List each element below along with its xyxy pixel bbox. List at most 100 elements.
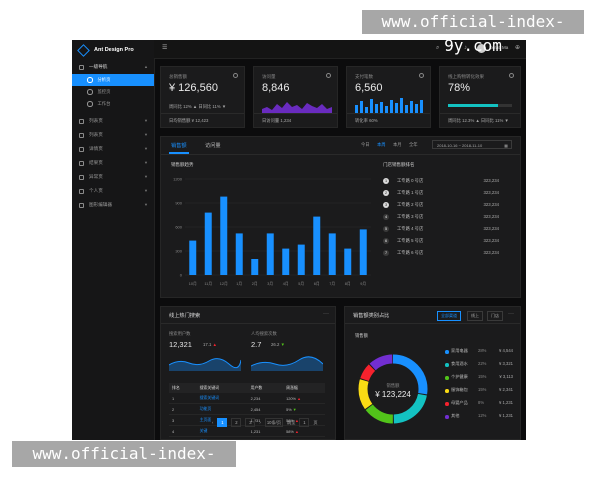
- seg-online[interactable]: 线上: [467, 311, 483, 321]
- range-week[interactable]: 本周: [377, 142, 386, 147]
- info-icon[interactable]: [233, 73, 238, 78]
- col-keyword[interactable]: 搜索关键词: [196, 383, 248, 393]
- bar[interactable]: [328, 233, 336, 275]
- payments-bar-chart: [355, 98, 423, 113]
- pct-value: 17.1: [203, 342, 212, 347]
- rank-badge: 4: [383, 214, 389, 220]
- col-users[interactable]: 用户数: [247, 383, 284, 393]
- bar[interactable]: [282, 248, 290, 275]
- store-value: 323,234: [483, 250, 499, 255]
- circle-icon: [87, 89, 93, 95]
- info-icon[interactable]: [419, 73, 424, 78]
- y-tick-label: 900: [175, 201, 182, 206]
- bar[interactable]: [266, 233, 274, 275]
- bar[interactable]: [204, 212, 212, 275]
- more-icon[interactable]: ···: [323, 311, 329, 317]
- menu-sub-analysis[interactable]: 分析页: [72, 74, 154, 86]
- menu-item-dashboard[interactable]: 一级导航 ▲: [72, 60, 154, 74]
- legend-item[interactable]: 服饰箱包 15% ¥ 2,341: [445, 386, 513, 396]
- ranking-item: 4 工专路 3 号店 323,234: [383, 213, 501, 223]
- bar[interactable]: [359, 229, 367, 275]
- range-month[interactable]: 本月: [393, 142, 402, 147]
- seg-store[interactable]: 门店: [487, 311, 503, 321]
- bar[interactable]: [189, 240, 197, 275]
- logo[interactable]: Ant Design Pro: [72, 40, 154, 60]
- bar[interactable]: [251, 259, 259, 275]
- x-tick-label: 8月: [345, 281, 351, 286]
- keyword-link[interactable]: 搜索关键词: [196, 393, 248, 404]
- menu-item-exception[interactable]: 异常页 ▼: [72, 170, 154, 184]
- menu-fold-icon[interactable]: ☰: [162, 45, 168, 51]
- table-row: 1 搜索关键词 2,234 120% ▲: [169, 393, 325, 404]
- seg-all-channels[interactable]: 全部渠道: [437, 311, 461, 321]
- goto-input[interactable]: 1: [299, 418, 310, 427]
- legend-item[interactable]: 食用酒水 22% ¥ 3,321: [445, 360, 513, 370]
- col-change[interactable]: 周涨幅: [283, 383, 325, 393]
- search-users-value: 12,321: [169, 340, 192, 349]
- category-card-title: 销售额类别占比: [353, 313, 390, 319]
- menu-label: 结果页: [89, 160, 103, 165]
- page-2[interactable]: 2: [231, 418, 242, 427]
- store-name: 工专路 0 号店: [397, 178, 424, 183]
- range-year[interactable]: 全年: [409, 142, 418, 147]
- global-icon[interactable]: ⊕: [515, 45, 521, 51]
- menu-sub-monitor[interactable]: 监控页: [72, 86, 154, 98]
- per-search-label: 人均搜索次数: [251, 331, 277, 336]
- info-icon[interactable]: [509, 73, 514, 78]
- keyword-link[interactable]: 提现: [196, 436, 248, 440]
- chevron-up-icon: ▲: [144, 64, 148, 69]
- menu-item-list[interactable]: 列表页 ▼: [72, 128, 154, 142]
- menu-item-profile[interactable]: 详情页 ▼: [72, 142, 154, 156]
- prev-page-icon[interactable]: ‹: [212, 420, 214, 425]
- donut-slice[interactable]: [358, 354, 428, 424]
- keyword-link[interactable]: 功能页: [196, 403, 248, 415]
- sales-tabs: 销售额 访问量 今日 本周 本月 全年 2018-10-16 ~ 2018-11…: [161, 137, 520, 155]
- col-rank[interactable]: 排名: [169, 383, 197, 393]
- bar[interactable]: [220, 196, 228, 275]
- username[interactable]: Serati Ma: [489, 45, 508, 50]
- logo-icon: [77, 43, 90, 57]
- bar[interactable]: [313, 216, 321, 275]
- page-3[interactable]: 3: [245, 418, 256, 427]
- page-size-select[interactable]: 10条/页: [264, 418, 284, 427]
- menu-item-account[interactable]: 个人页 ▼: [72, 184, 154, 198]
- legend-item[interactable]: 家用电器 28% ¥ 4,544: [445, 347, 513, 357]
- legend-name: 个护健康: [451, 374, 468, 379]
- avatar[interactable]: [477, 44, 486, 53]
- stat-value: 78%: [448, 82, 471, 94]
- donut-slice[interactable]: [358, 354, 428, 424]
- legend-name: 母婴产品: [451, 400, 468, 405]
- legend-item[interactable]: 母婴产品 8% ¥ 1,231: [445, 399, 513, 409]
- bar[interactable]: [235, 233, 243, 275]
- date-range-picker[interactable]: 2018-10-16 ~ 2018-11-10 ▦: [432, 140, 512, 149]
- legend-pct: 22%: [478, 361, 487, 366]
- bar[interactable]: [297, 244, 305, 275]
- change-cell: 58% ▲: [283, 425, 325, 437]
- legend-pct: 8%: [478, 400, 485, 405]
- x-tick-label: 6月: [314, 281, 320, 286]
- menu-sub-label: 监控页: [97, 89, 111, 94]
- stat-foot: 日均销售额 ¥ 12,423: [161, 113, 244, 127]
- bar[interactable]: [344, 248, 352, 275]
- watermark-bottom: www.official-index-9y.com: [12, 441, 236, 489]
- bell-icon[interactable]: ♪: [464, 45, 467, 52]
- info-icon[interactable]: [326, 73, 331, 78]
- menu-item-form[interactable]: 列表页 ▼: [72, 114, 154, 128]
- divider: [345, 323, 520, 324]
- question-icon[interactable]: ?: [450, 45, 453, 52]
- goto-label: 跳至: [287, 419, 296, 425]
- page-1[interactable]: 1: [217, 418, 228, 427]
- more-icon[interactable]: ···: [508, 311, 514, 317]
- range-today[interactable]: 今日: [361, 142, 370, 147]
- search-icon[interactable]: ⌕: [436, 45, 440, 51]
- menu-item-editor[interactable]: 图形编辑器 ▼: [72, 198, 154, 212]
- tab-visits[interactable]: 访问量: [205, 143, 221, 149]
- menu-sub-workplace[interactable]: 工作台: [72, 98, 154, 110]
- menu-item-result[interactable]: 结果页 ▼: [72, 156, 154, 170]
- legend-item[interactable]: 其他 12% ¥ 1,231: [445, 412, 513, 422]
- legend-item[interactable]: 个护健康 15% ¥ 3,113: [445, 373, 513, 383]
- x-tick-label: 11月: [204, 281, 212, 286]
- next-page-icon[interactable]: ›: [259, 420, 261, 425]
- keyword-link[interactable]: 关键: [196, 425, 248, 437]
- tab-sales[interactable]: 销售额: [171, 143, 187, 149]
